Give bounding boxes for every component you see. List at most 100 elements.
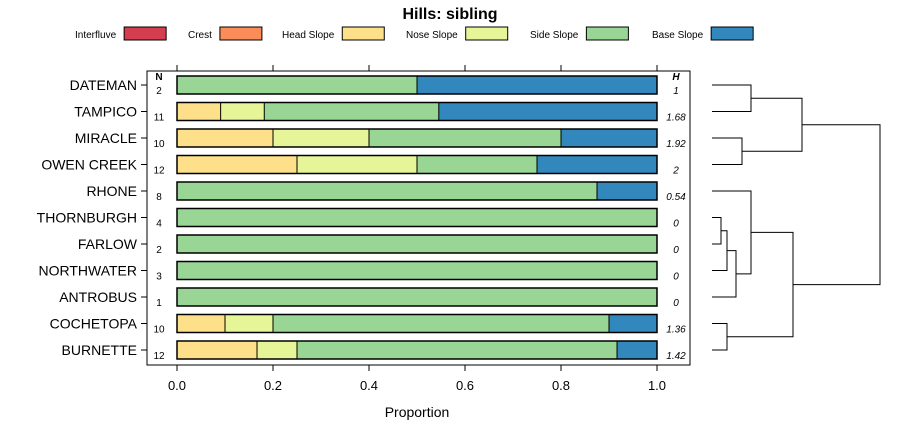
n-value: 1 — [156, 298, 162, 309]
h-header: H — [672, 72, 680, 83]
bar-outline — [176, 287, 658, 307]
h-value: 1.36 — [666, 325, 686, 336]
bar-segment — [177, 341, 258, 359]
bar-outline — [176, 260, 658, 281]
n-value: 11 — [154, 113, 165, 124]
n-header: N — [155, 72, 162, 83]
bar-segment — [369, 129, 561, 147]
legend-swatch — [585, 26, 629, 41]
category-label: DATEMAN — [70, 77, 137, 93]
h-column: H 1 1.68 1.92 2 0.54 0 0 0 0 1.36 1.42 — [666, 72, 686, 362]
x-tick-label: 0.6 — [456, 378, 474, 393]
n-value: 2 — [156, 245, 162, 256]
n-value: 10 — [153, 325, 165, 336]
legend-label: Head Slope — [282, 30, 335, 41]
bar-segment — [177, 129, 273, 147]
x-tick-label: 0.4 — [360, 378, 378, 393]
x-tick-label: 0.0 — [168, 378, 186, 393]
category-label: COCHETOPA — [50, 316, 138, 332]
legend-label: Crest — [188, 30, 212, 41]
category-label: TAMPICO — [74, 104, 137, 120]
category-label: THORNBURGH — [37, 210, 137, 226]
x-axis-top-ticks — [176, 65, 658, 71]
h-value: 0 — [673, 245, 679, 256]
bar-segment — [609, 314, 657, 333]
bar-segment — [297, 341, 618, 359]
bars — [176, 75, 658, 360]
n-value: 10 — [153, 139, 165, 150]
h-value: 0 — [673, 298, 679, 309]
h-value: 0 — [673, 219, 679, 230]
x-tick-label: 0.8 — [552, 378, 570, 393]
n-column: N 2 11 10 12 8 4 2 3 1 10 12 — [153, 72, 165, 362]
bar-segment — [617, 341, 657, 359]
category-label: MIRACLE — [75, 130, 137, 146]
bar-segment — [177, 102, 221, 121]
legend-swatch — [710, 26, 754, 41]
dendrogram-branch — [712, 137, 743, 165]
bar-segment — [297, 155, 417, 174]
x-tick-label: 1.0 — [648, 378, 666, 393]
legend-swatch — [341, 26, 385, 41]
bar-outline — [176, 181, 658, 201]
legend-label: Interfluve — [75, 30, 117, 41]
bar-segment — [177, 76, 417, 94]
bar-outline — [176, 207, 658, 228]
x-tick-label: 0.2 — [264, 378, 282, 393]
bar-segment — [597, 182, 657, 200]
bar-segment — [438, 102, 657, 121]
category-label: RHONE — [86, 183, 137, 199]
x-axis-title: Proportion — [385, 404, 450, 420]
bar-segment — [273, 314, 609, 333]
bar-outline — [176, 101, 658, 122]
x-axis: 0.0 0.2 0.4 0.6 0.8 1.0 — [168, 365, 666, 393]
bar-segment — [220, 102, 265, 121]
bar-segment — [537, 155, 657, 174]
chart-title: Hills: sibling — [402, 6, 497, 23]
dendrogram-branch — [712, 217, 722, 245]
bar-segment — [177, 155, 297, 174]
dendrogram-branch — [712, 190, 752, 275]
h-value: 1.68 — [666, 113, 686, 124]
legend-swatch — [219, 26, 263, 41]
bar-segment — [177, 314, 225, 333]
legend-label: Base Slope — [652, 30, 704, 41]
bar-outline — [176, 75, 658, 95]
bar-outline — [176, 234, 658, 254]
bar-segment — [264, 102, 439, 121]
dendrogram-branch — [712, 84, 752, 112]
bar-outline — [176, 313, 658, 334]
n-value: 12 — [153, 351, 165, 362]
dendrogram — [712, 84, 881, 351]
bar-segment — [561, 129, 657, 147]
legend-label: Nose Slope — [406, 30, 458, 41]
bar-segment — [177, 208, 657, 227]
n-value: 8 — [156, 192, 162, 203]
bar-segment — [177, 261, 657, 280]
bar-segment — [257, 341, 297, 359]
category-label: OWEN CREEK — [41, 157, 137, 173]
n-value: 2 — [156, 86, 162, 97]
h-value: 1.92 — [666, 139, 686, 150]
h-value: 1.42 — [666, 351, 686, 362]
bar-segment — [177, 182, 597, 200]
dendrogram-branch — [793, 124, 881, 286]
legend: Interfluve Crest Head Slope Nose Slope Side … — [75, 26, 754, 41]
h-value: 0 — [673, 272, 679, 283]
n-value: 3 — [156, 272, 162, 283]
bar-segment — [417, 76, 657, 94]
category-label: ANTROBUS — [59, 289, 137, 305]
bar-outline — [176, 128, 658, 148]
bar-segment — [273, 129, 369, 147]
category-label: FARLOW — [78, 236, 138, 252]
dendrogram-branch — [727, 231, 794, 338]
legend-swatch — [123, 26, 167, 41]
bar-segment — [177, 288, 657, 306]
n-value: 4 — [156, 219, 162, 230]
bar-outline — [176, 340, 658, 360]
bar-segment — [417, 155, 537, 174]
h-value: 1 — [673, 86, 679, 97]
dendrogram-branch — [712, 230, 728, 271]
dendrogram-branch — [712, 323, 728, 351]
